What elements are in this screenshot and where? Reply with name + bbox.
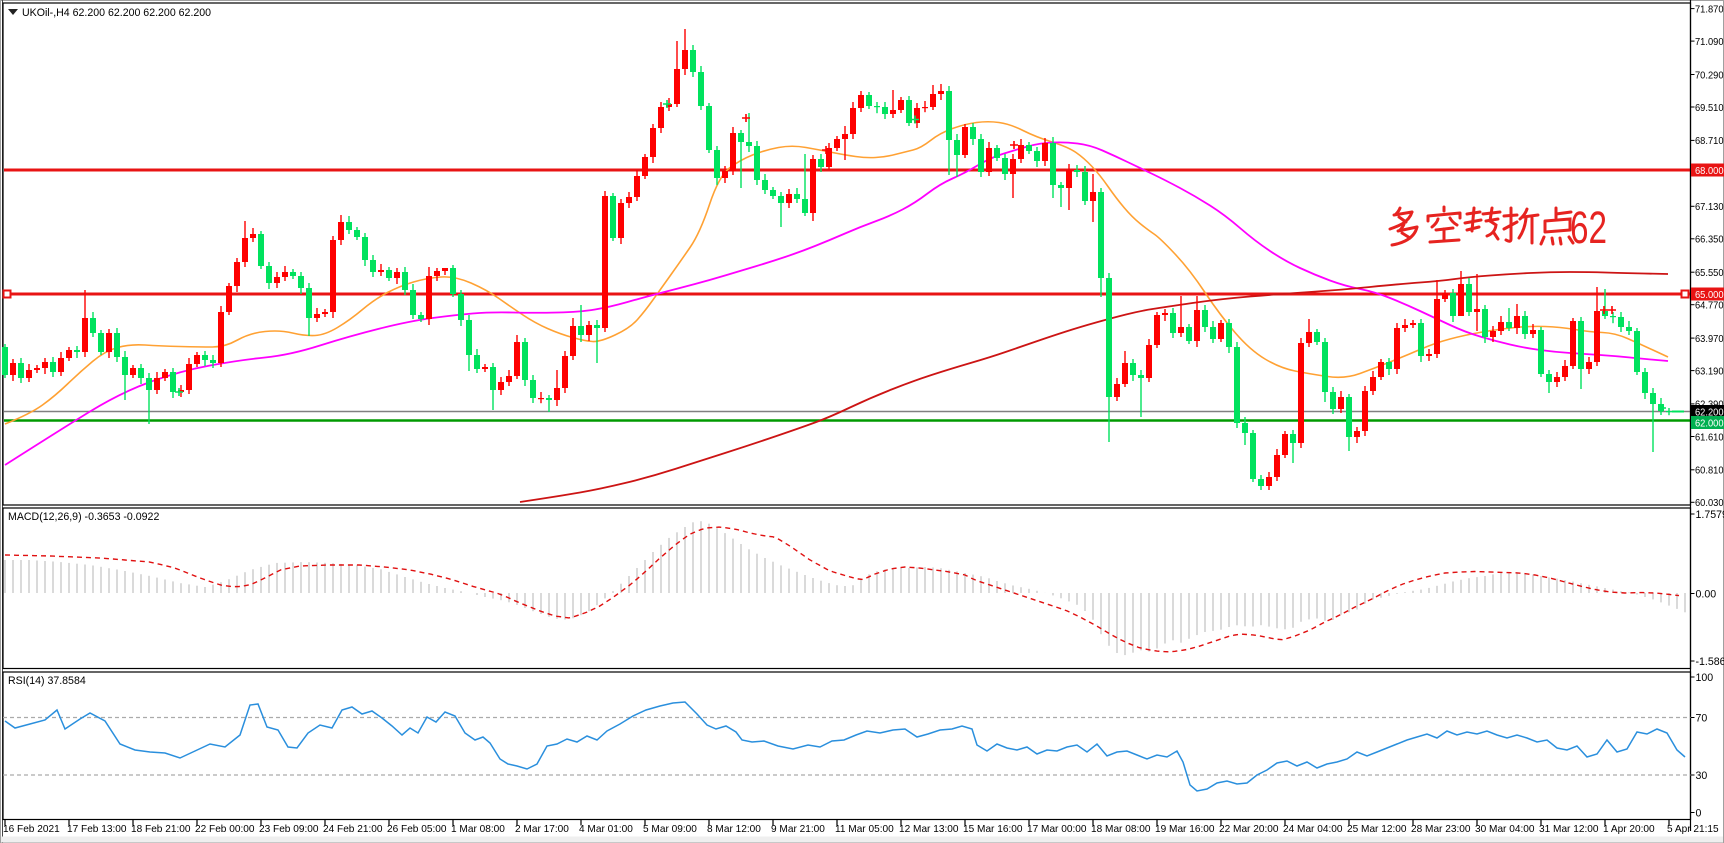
svg-text:24 Feb 21:00: 24 Feb 21:00 <box>323 824 383 835</box>
svg-text:18 Mar 08:00: 18 Mar 08:00 <box>1091 824 1151 835</box>
svg-text:65.000: 65.000 <box>1695 290 1724 301</box>
svg-text:11 Mar 05:00: 11 Mar 05:00 <box>835 824 894 835</box>
svg-text:30: 30 <box>1696 770 1708 782</box>
svg-text:17 Feb 13:00: 17 Feb 13:00 <box>67 824 127 835</box>
svg-text:62.200: 62.200 <box>1695 408 1724 419</box>
svg-text:MACD(12,26,9) -0.3653 -0.0922: MACD(12,26,9) -0.3653 -0.0922 <box>8 511 159 523</box>
svg-text:30 Mar 04:00: 30 Mar 04:00 <box>1475 824 1535 835</box>
svg-text:15 Mar 16:00: 15 Mar 16:00 <box>963 824 1023 835</box>
svg-text:24 Mar 04:00: 24 Mar 04:00 <box>1283 824 1343 835</box>
svg-text:25 Mar 12:00: 25 Mar 12:00 <box>1347 824 1407 835</box>
svg-text:1.7579: 1.7579 <box>1696 509 1724 521</box>
svg-text:22 Mar 20:00: 22 Mar 20:00 <box>1219 824 1279 835</box>
svg-text:8 Mar 12:00: 8 Mar 12:00 <box>707 824 761 835</box>
svg-text:65.550: 65.550 <box>1695 268 1724 279</box>
svg-text:12 Mar 13:00: 12 Mar 13:00 <box>899 824 959 835</box>
svg-text:0.00: 0.00 <box>1696 588 1717 600</box>
svg-text:4 Mar 01:00: 4 Mar 01:00 <box>579 824 633 835</box>
svg-text:2 Mar 17:00: 2 Mar 17:00 <box>515 824 569 835</box>
svg-text:1 Apr 20:00: 1 Apr 20:00 <box>1603 824 1655 835</box>
svg-text:70.290: 70.290 <box>1695 70 1724 81</box>
svg-text:61.610: 61.610 <box>1695 432 1724 443</box>
svg-text:69.510: 69.510 <box>1695 103 1724 114</box>
svg-text:-1.5867: -1.5867 <box>1696 656 1724 668</box>
svg-text:18 Feb 21:00: 18 Feb 21:00 <box>131 824 191 835</box>
svg-text:63.190: 63.190 <box>1695 366 1724 377</box>
svg-text:19 Mar 16:00: 19 Mar 16:00 <box>1155 824 1215 835</box>
svg-text:28 Mar 23:00: 28 Mar 23:00 <box>1411 824 1471 835</box>
svg-text:17 Mar 00:00: 17 Mar 00:00 <box>1027 824 1087 835</box>
svg-text:22 Feb 00:00: 22 Feb 00:00 <box>195 824 255 835</box>
svg-text:60.810: 60.810 <box>1695 466 1724 477</box>
svg-text:60.030: 60.030 <box>1695 498 1724 509</box>
svg-text:23 Feb 09:00: 23 Feb 09:00 <box>259 824 319 835</box>
svg-text:64.770: 64.770 <box>1695 301 1724 312</box>
svg-text:31 Mar 12:00: 31 Mar 12:00 <box>1539 824 1599 835</box>
svg-text:26 Feb 05:00: 26 Feb 05:00 <box>387 824 447 835</box>
svg-text:16 Feb 2021: 16 Feb 2021 <box>3 824 60 835</box>
svg-text:63.970: 63.970 <box>1695 334 1724 345</box>
svg-text:1 Mar 08:00: 1 Mar 08:00 <box>451 824 505 835</box>
svg-text:67.130: 67.130 <box>1695 202 1724 213</box>
svg-text:68.710: 68.710 <box>1695 136 1724 147</box>
svg-text:5 Apr 21:15: 5 Apr 21:15 <box>1667 824 1719 835</box>
svg-text:100: 100 <box>1696 672 1714 684</box>
svg-text:71.090: 71.090 <box>1695 37 1724 48</box>
svg-text:62.000: 62.000 <box>1695 419 1724 430</box>
svg-text:9 Mar 21:00: 9 Mar 21:00 <box>771 824 825 835</box>
svg-text:62: 62 <box>1570 202 1607 253</box>
svg-text:66.350: 66.350 <box>1695 235 1724 246</box>
svg-text:RSI(14) 37.8584: RSI(14) 37.8584 <box>8 675 86 687</box>
svg-text:0: 0 <box>1696 807 1702 819</box>
svg-text:UKOil-,H4 62.200 62.200 62.20: UKOil-,H4 62.200 62.200 62.200 62.200 <box>22 7 211 19</box>
svg-text:70: 70 <box>1696 712 1708 724</box>
svg-text:68.000: 68.000 <box>1695 166 1724 177</box>
svg-text:71.870: 71.870 <box>1695 4 1724 15</box>
svg-text:5 Mar 09:00: 5 Mar 09:00 <box>643 824 697 835</box>
